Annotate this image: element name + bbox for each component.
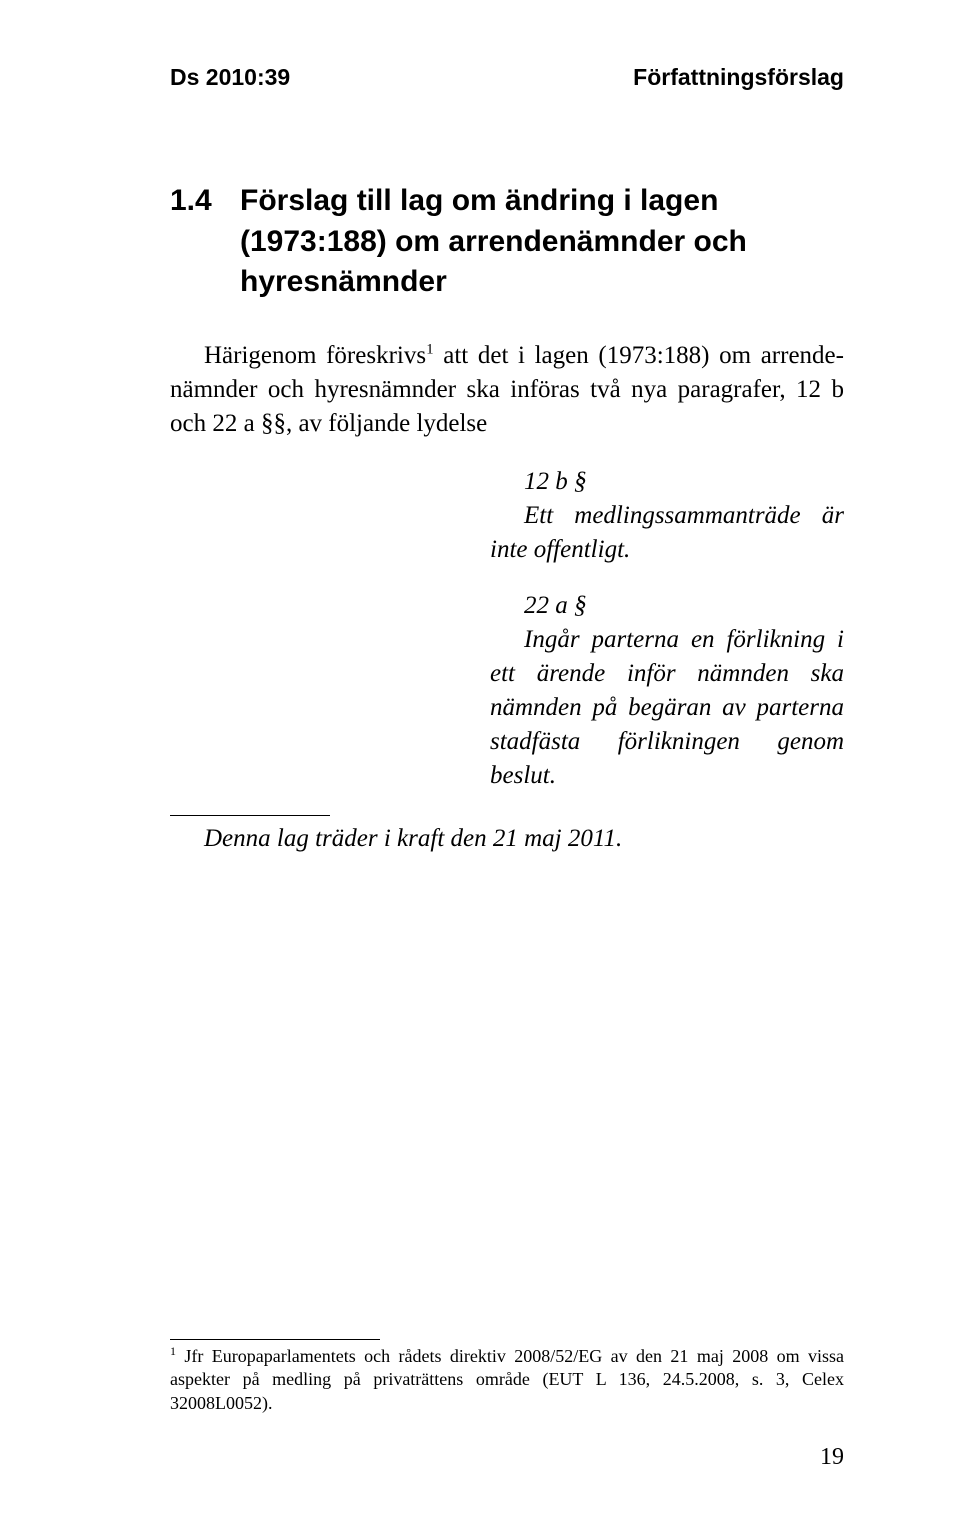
provision-label: 22 a § <box>490 589 844 623</box>
provision-label: 12 b § <box>490 465 844 499</box>
page: Ds 2010:39 Författningsförslag 1.4 Försl… <box>0 0 960 1525</box>
footnote-text: Jfr Europaparlamentets och rådets direkt… <box>170 1346 844 1413</box>
footnote-marker: 1 <box>170 1344 176 1358</box>
footnote: 1 Jfr Europaparlamentets och rådets dire… <box>170 1344 844 1415</box>
provision-text: Ett medlingssammanträde är inte offentli… <box>490 499 844 567</box>
header-right: Författningsförslag <box>633 64 844 91</box>
footnote-area: 1 Jfr Europaparlamentets och rådets dire… <box>170 1339 844 1415</box>
section-title: Förslag till lag om ändring i lagen (197… <box>240 181 844 303</box>
running-header: Ds 2010:39 Författningsförslag <box>170 64 844 91</box>
section-number: 1.4 <box>170 181 240 303</box>
provisions-block: 12 b § Ett medlingssammanträde är inte o… <box>490 465 844 793</box>
intro-text: Härigenom föreskrivs1 att det i lagen (1… <box>170 342 844 437</box>
divider-short <box>170 815 330 816</box>
effective-date: Denna lag träder i kraft den 21 maj 2011… <box>170 822 844 856</box>
header-left: Ds 2010:39 <box>170 64 290 91</box>
page-number: 19 <box>820 1444 844 1471</box>
provision-text: Ingår parterna en förlikning i ett ärend… <box>490 623 844 793</box>
footnote-rule <box>170 1339 380 1340</box>
intro-paragraph: Härigenom föreskrivs1 att det i lagen (1… <box>170 339 844 441</box>
section-heading: 1.4 Förslag till lag om ändring i lagen … <box>170 181 844 303</box>
